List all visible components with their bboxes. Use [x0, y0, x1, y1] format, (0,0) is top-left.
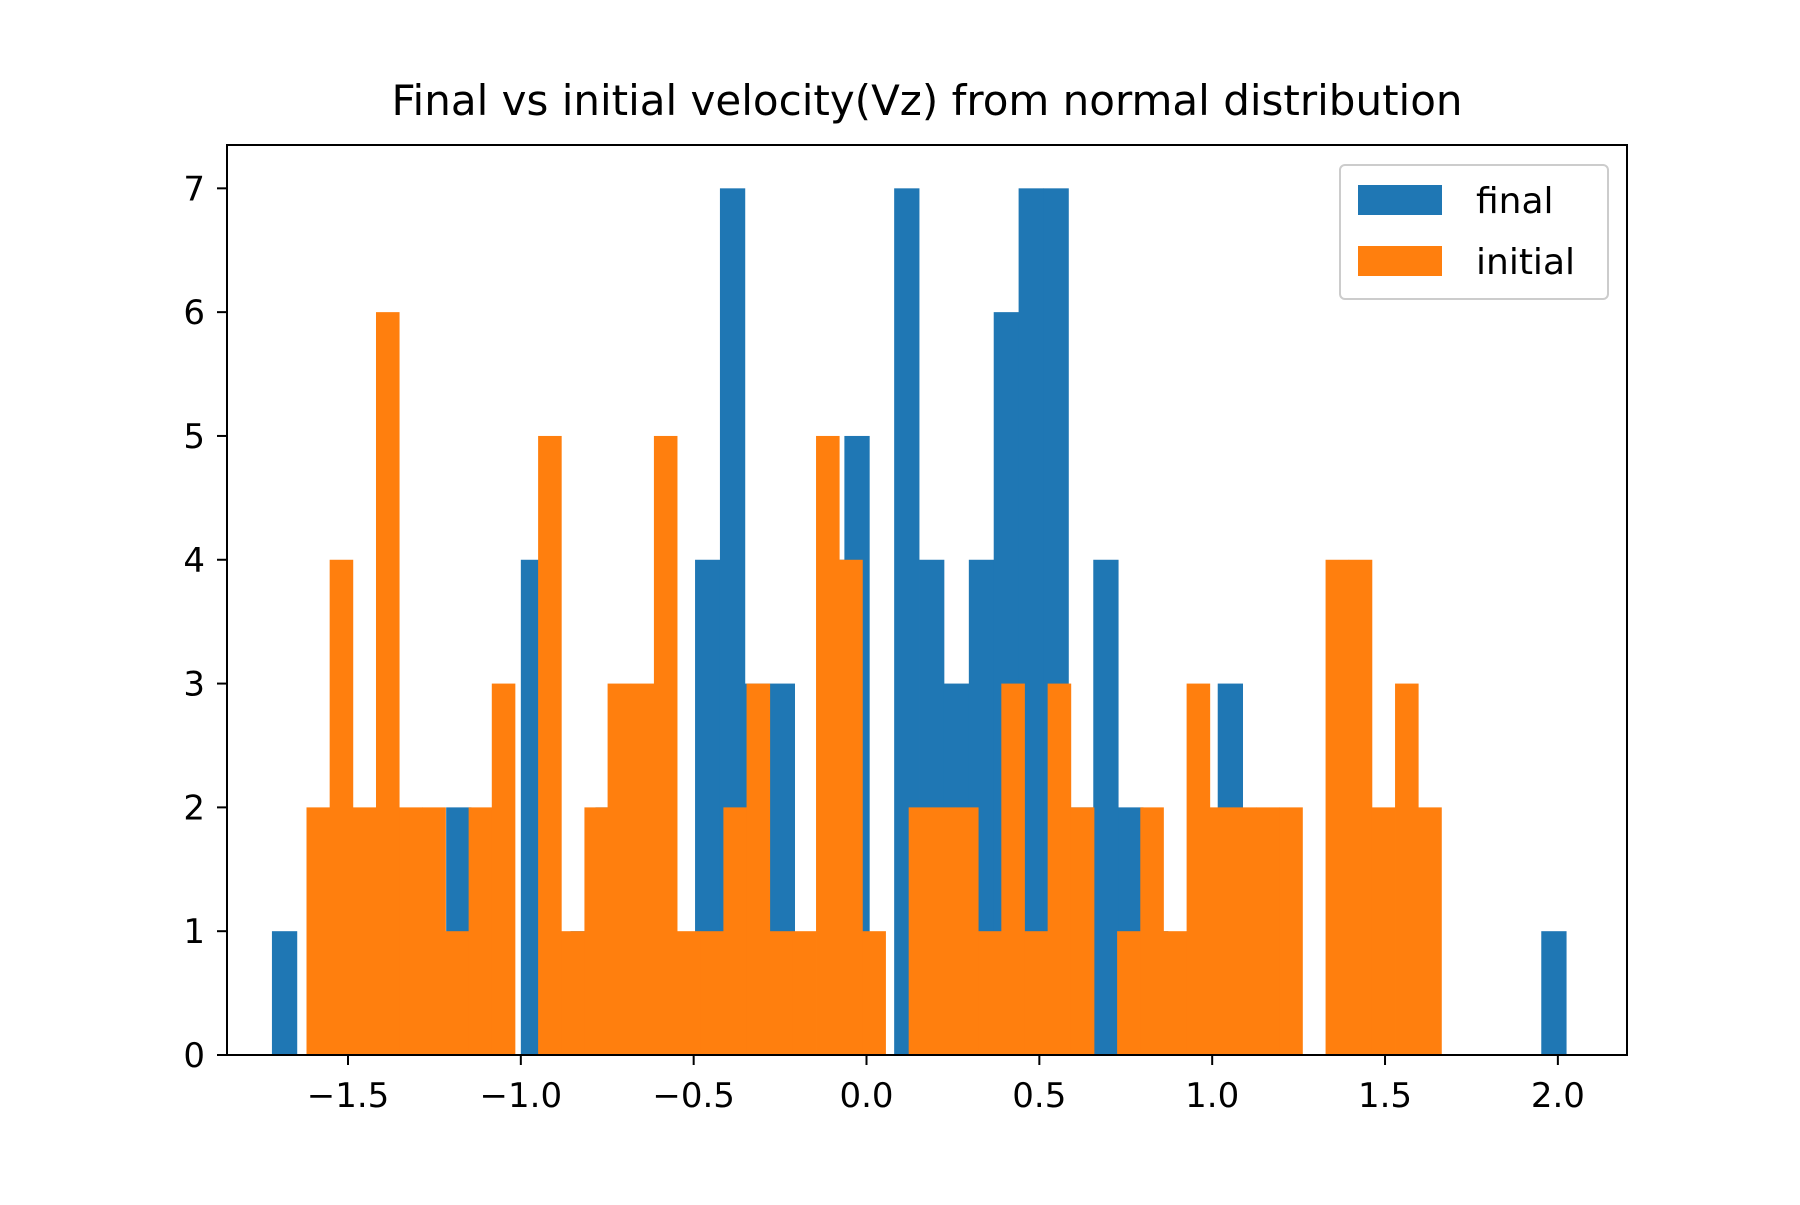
- bar-initial-24: [862, 931, 886, 1055]
- bar-initial-39: [1209, 807, 1234, 1055]
- bar-initial-36: [1140, 807, 1164, 1055]
- bar-initial-20: [769, 931, 794, 1055]
- chart-title: Final vs initial velocity(Vz) from norma…: [391, 76, 1462, 125]
- bar-initial-21: [792, 931, 817, 1055]
- y-tick-label: 1: [183, 912, 205, 952]
- legend: final initial: [1339, 164, 1609, 300]
- bar-initial-22: [816, 435, 840, 1055]
- bar-initial-3: [375, 312, 400, 1056]
- bar-initial-12: [584, 807, 608, 1055]
- y-tick-label: 4: [183, 541, 205, 581]
- axes-frame: [226, 144, 1628, 1056]
- bar-initial-46: [1371, 807, 1396, 1055]
- bar-initial-33: [1070, 807, 1095, 1055]
- y-tick-label: 0: [183, 1036, 205, 1076]
- bar-initial-31: [1024, 931, 1049, 1055]
- bar-initial-8: [491, 683, 516, 1055]
- bar-initial-28: [955, 807, 979, 1055]
- bar-initial-6: [445, 931, 470, 1055]
- bar-initial-23: [839, 559, 863, 1055]
- bar-initial-44: [1325, 559, 1350, 1055]
- bar-initial-40: [1232, 807, 1257, 1055]
- bar-final-0: [271, 931, 298, 1055]
- bar-initial-15: [653, 435, 678, 1055]
- bar-initial-5: [422, 807, 446, 1055]
- legend-label-final: final: [1476, 181, 1554, 222]
- bar-initial-13: [607, 683, 632, 1055]
- bar-initial-4: [399, 807, 423, 1055]
- x-tick-label: 2.0: [1531, 1076, 1585, 1116]
- bar-initial-0: [306, 807, 331, 1055]
- ticks-layer: −1.5 −1.0 −0.5 0.0 0.5 1.0 1.5 2.0 0 1 2 3 4 5 6 7: [183, 169, 1585, 1116]
- legend-label-initial: initial: [1476, 242, 1575, 283]
- bar-initial-37: [1163, 931, 1188, 1055]
- legend-swatch-initial: [1358, 246, 1442, 276]
- bar-initial-27: [931, 807, 956, 1055]
- y-tick-label: 3: [183, 665, 205, 705]
- bar-initial-30: [1001, 683, 1025, 1055]
- bar-initial-18: [723, 807, 747, 1055]
- bar-initial-47: [1395, 683, 1419, 1055]
- y-tick-label: 6: [183, 293, 205, 333]
- bar-initial-42: [1279, 807, 1303, 1055]
- bar-final-51: [1541, 931, 1567, 1055]
- bar-initial-11: [561, 931, 585, 1055]
- x-tick-label: 0.5: [1012, 1076, 1066, 1116]
- series-initial: [306, 312, 1442, 1056]
- bar-initial-38: [1186, 683, 1211, 1055]
- bar-initial-10: [538, 435, 562, 1055]
- bar-initial-29: [978, 931, 1002, 1055]
- bar-initial-32: [1047, 683, 1072, 1055]
- y-tick-label: 7: [183, 169, 205, 209]
- bar-initial-35: [1117, 931, 1141, 1055]
- bar-final-33: [1093, 559, 1119, 1055]
- bar-initial-7: [468, 807, 493, 1055]
- y-tick-label: 5: [183, 417, 205, 457]
- bar-initial-1: [329, 559, 354, 1055]
- bar-initial-16: [677, 931, 701, 1055]
- bar-initial-41: [1256, 807, 1280, 1055]
- bars-layer: [271, 188, 1567, 1056]
- x-tick-label: −1.0: [480, 1076, 563, 1116]
- bar-initial-19: [746, 683, 771, 1055]
- bar-initial-45: [1348, 559, 1373, 1055]
- x-tick-label: −0.5: [652, 1076, 735, 1116]
- x-tick-label: −1.5: [307, 1076, 390, 1116]
- x-tick-label: 1.0: [1185, 1076, 1239, 1116]
- x-tick-label: 1.5: [1358, 1076, 1412, 1116]
- bar-initial-17: [700, 931, 724, 1055]
- bar-initial-48: [1418, 807, 1442, 1055]
- x-tick-label: 0.0: [839, 1076, 893, 1116]
- bar-initial-14: [630, 683, 655, 1055]
- bar-initial-2: [352, 807, 377, 1055]
- bar-initial-26: [908, 807, 933, 1055]
- y-tick-label: 2: [183, 788, 205, 828]
- legend-swatch-final: [1358, 185, 1442, 215]
